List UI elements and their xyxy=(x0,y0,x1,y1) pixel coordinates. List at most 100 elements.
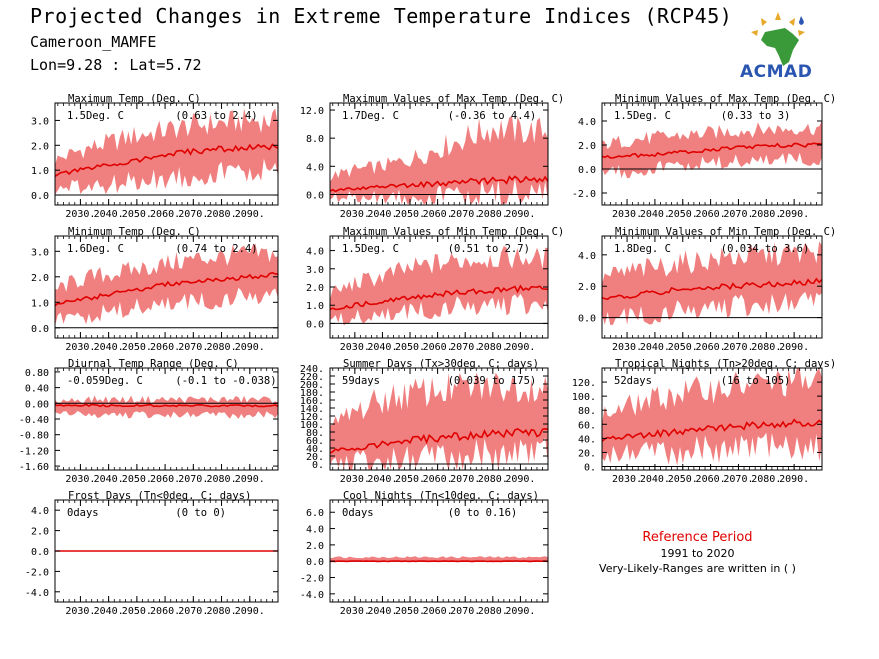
mean-line xyxy=(329,284,549,311)
panel-range: (0.039 to 175) xyxy=(448,375,537,387)
x-tick-label: 2060. xyxy=(423,342,453,353)
x-tick-label: 2040. xyxy=(640,474,670,485)
panel-stat: 1.5Deg. C xyxy=(342,243,399,255)
panel-range: (0 to 0) xyxy=(175,507,226,519)
panel-stat: 1.6Deg. C xyxy=(67,243,124,255)
chart-panel: 0.0 2.0 4.0 2030.2040.2050.2060.2070.2080.2… xyxy=(578,226,836,353)
reference-note: Very-Likely-Ranges are written in ( ) xyxy=(599,562,796,575)
x-tick-label: 2070. xyxy=(450,342,480,353)
x-tick-label: 2040. xyxy=(94,606,124,617)
y-tick-label: -2.0 xyxy=(300,574,324,585)
panel-stat: 1.7Deg. C xyxy=(342,110,399,122)
x-tick-label: 2070. xyxy=(723,342,753,353)
y-tick-label: 1.0 xyxy=(306,301,324,312)
y-tick-label: 12.0 xyxy=(300,106,324,117)
y-tick-label: -0.40 xyxy=(19,415,49,426)
x-tick-label: 2030. xyxy=(340,474,370,485)
y-tick-label: 0.80 xyxy=(25,368,49,379)
y-tick-label: 140. xyxy=(300,404,324,415)
reference-period-years: 1991 to 2020 xyxy=(660,547,735,560)
x-tick-label: 2070. xyxy=(723,474,753,485)
y-tick-label: 40. xyxy=(578,434,596,445)
x-tick-label: 2070. xyxy=(178,474,208,485)
y-tick-label: 100. xyxy=(300,420,324,431)
plot-frame xyxy=(601,367,823,471)
x-tick-label: 2090. xyxy=(235,209,265,220)
panel-range: (-0.1 to -0.038) xyxy=(175,375,276,387)
x-tick-label: 2040. xyxy=(367,606,397,617)
y-tick-label: 0.0 xyxy=(31,324,49,335)
y-tick-label: 2.0 xyxy=(31,527,49,538)
x-tick-label: 2040. xyxy=(640,209,670,220)
x-tick-label: 2030. xyxy=(340,606,370,617)
panel-title: Diurnal Temp Range (Deg. C) xyxy=(68,358,239,370)
y-tick-label: 4.0 xyxy=(306,162,324,173)
y-tick-label: 1.0 xyxy=(31,166,49,177)
plot-frame xyxy=(54,102,279,206)
panel-title: Frost Days (Tn<0deg. C; days) xyxy=(68,490,251,502)
y-tick-label: 0.40 xyxy=(25,384,49,395)
y-tick-label: 80. xyxy=(306,428,324,439)
chart-panel: -1.60 -1.20 -0.80 -0.40 0.00 0.40 0.80 2030.204… xyxy=(19,358,279,485)
y-tick-label: 120. xyxy=(300,412,324,423)
x-tick-label: 2030. xyxy=(612,474,642,485)
uncertainty-band xyxy=(330,116,548,205)
mean-line xyxy=(54,271,279,307)
x-tick-label: 2050. xyxy=(668,342,698,353)
panel-stat: 52days xyxy=(614,375,652,387)
y-tick-label: 4.0 xyxy=(306,525,324,536)
panel-title: Cool Nights (Tn<10deg. C; days) xyxy=(343,490,539,502)
x-tick-label: 2060. xyxy=(150,606,180,617)
x-tick-label: 2070. xyxy=(450,474,480,485)
x-tick-label: 2080. xyxy=(478,474,508,485)
y-tick-label: 2.0 xyxy=(31,273,49,284)
chart-panel: -4.0 -2.0 0.0 2.0 4.0 2030.2040.2050.2060.207… xyxy=(25,490,279,617)
chart-panel: -2.00.02.04.02030.2040.2050.2060.2070.20… xyxy=(572,93,836,220)
x-tick-label: 2090. xyxy=(779,209,809,220)
reference-period-title: Reference Period xyxy=(642,530,753,545)
x-tick-label: 2080. xyxy=(478,209,508,220)
panel-stat: 1.5Deg. C xyxy=(67,110,124,122)
chart-panel: 0. 20. 40. 60. 80. 100. 120. 2030.2040.2050.206… xyxy=(572,358,836,485)
x-tick-label: 2060. xyxy=(150,342,180,353)
x-tick-label: 2050. xyxy=(395,209,425,220)
location-coords: Lon=9.28 : Lat=5.72 xyxy=(30,56,202,74)
y-tick-label: 2.0 xyxy=(578,141,596,152)
x-tick-label: 2050. xyxy=(122,342,152,353)
panel-range: (0 to 0.16) xyxy=(448,507,518,519)
y-tick-label: 0.00 xyxy=(25,399,49,410)
panel-stat: 1.5Deg. C xyxy=(614,110,671,122)
panel-title: Maximum Temp (Deg. C) xyxy=(68,93,201,105)
x-tick-label: 2080. xyxy=(206,209,236,220)
y-tick-label: 220. xyxy=(300,372,324,383)
panel-stat: -0.059Deg. C xyxy=(67,375,143,387)
y-tick-label: 40. xyxy=(306,444,324,455)
y-tick-label: 60. xyxy=(306,436,324,447)
panel-stat: 59days xyxy=(342,375,380,387)
x-tick-label: 2070. xyxy=(723,209,753,220)
panel-range: (0.33 to 3) xyxy=(721,110,791,122)
x-tick-label: 2090. xyxy=(505,209,535,220)
x-tick-label: 2080. xyxy=(751,209,781,220)
y-tick-label: -2.0 xyxy=(572,189,596,200)
y-tick-label: 0.0 xyxy=(306,557,324,568)
y-tick-label: 6.0 xyxy=(306,508,324,519)
uncertainty-band xyxy=(602,241,822,326)
x-tick-label: 2030. xyxy=(65,606,95,617)
mean-line xyxy=(329,427,549,454)
mean-line xyxy=(601,277,823,301)
panel-title: Summer Days (Tx>30deg. C; days) xyxy=(343,358,539,370)
panel-title: Minimum Temp (Deg. C) xyxy=(68,226,201,238)
y-tick-label: 200. xyxy=(300,380,324,391)
panel-title: Minimum Values of Min Temp (Deg. C) xyxy=(615,226,836,238)
x-tick-label: 2070. xyxy=(178,606,208,617)
x-tick-label: 2040. xyxy=(94,342,124,353)
y-tick-label: 4.0 xyxy=(578,251,596,262)
panel-title: Tropical Nights (Tn>20deg. C; days) xyxy=(615,358,836,370)
y-tick-label: 0.0 xyxy=(306,190,324,201)
x-tick-label: 2050. xyxy=(668,209,698,220)
y-tick-label: 2.0 xyxy=(578,282,596,293)
y-tick-label: -2.0 xyxy=(25,567,49,578)
mean-line xyxy=(601,142,823,159)
x-tick-label: 2070. xyxy=(178,209,208,220)
